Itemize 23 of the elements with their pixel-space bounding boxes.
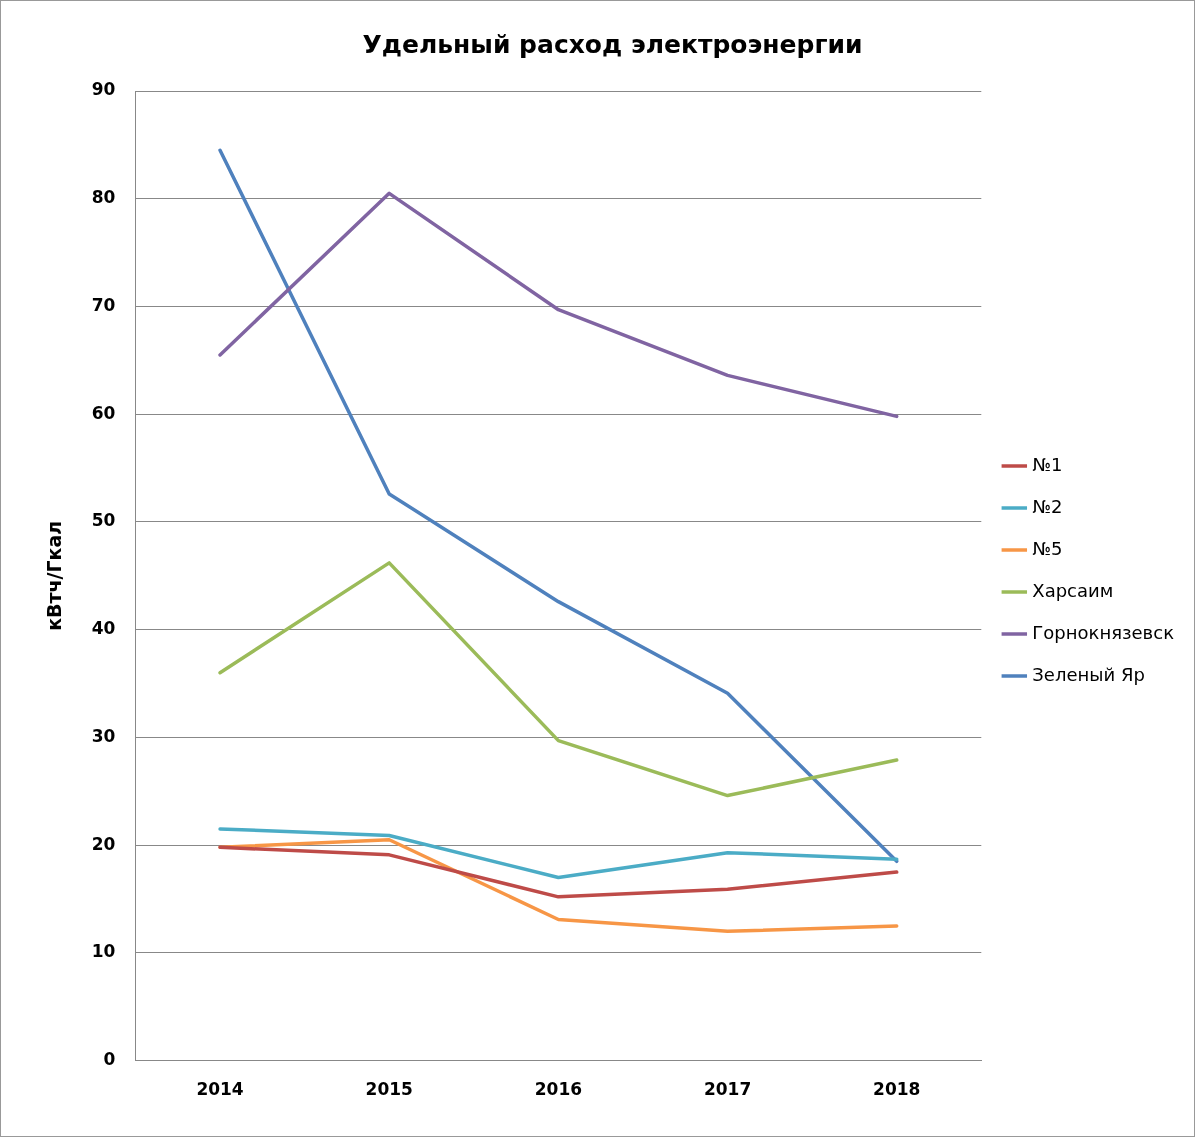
x-tick-label: 2016: [534, 1079, 583, 1100]
x-tick-label: 2015: [365, 1079, 413, 1100]
y-tick-label: 80: [91, 187, 116, 208]
legend-label: Зеленый Яр: [1032, 663, 1145, 685]
y-tick-label: 20: [91, 833, 116, 854]
legend-label: №2: [1032, 495, 1063, 517]
legend-label: №5: [1032, 537, 1063, 559]
y-tick-label: 50: [91, 510, 116, 531]
legend-label: Горнокнязевск: [1032, 621, 1175, 643]
y-tick-label: 90: [91, 79, 116, 100]
legend-label: №1: [1032, 453, 1063, 475]
x-tick-label: 2014: [196, 1079, 244, 1100]
y-tick-label: 70: [91, 294, 116, 315]
legend-label: Харсаим: [1032, 579, 1114, 601]
x-tick-label: 2018: [873, 1079, 921, 1100]
y-tick-label: 10: [91, 941, 116, 962]
y-tick-label: 40: [91, 618, 116, 639]
y-tick-label: 0: [103, 1049, 116, 1070]
y-tick-label: 60: [91, 402, 116, 423]
y-tick-label: 30: [91, 725, 116, 746]
y-axis-title: кВтч/Гкал: [43, 520, 66, 631]
x-tick-label: 2017: [703, 1079, 752, 1100]
chart-title: Удельный расход электроэнергии: [362, 29, 863, 59]
